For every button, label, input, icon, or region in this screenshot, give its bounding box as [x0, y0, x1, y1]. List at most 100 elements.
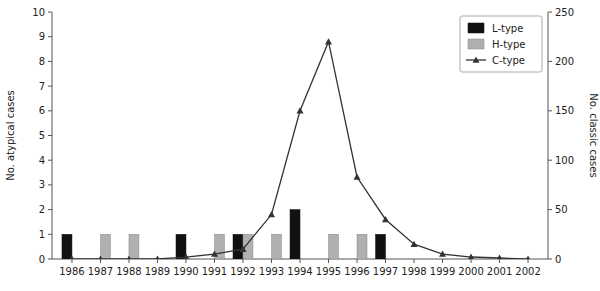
bar: [262, 259, 272, 260]
y-tick-label: 9: [39, 31, 45, 42]
y-tick: [48, 86, 52, 87]
y2-tick: [548, 160, 552, 161]
x-tick: [357, 259, 358, 263]
y-tick-label: 1: [39, 229, 45, 240]
x-tick: [214, 259, 215, 263]
legend-swatch: [468, 39, 484, 49]
bar: [414, 259, 424, 260]
marker: [182, 254, 189, 259]
x-tick: [385, 259, 386, 263]
y-tick: [48, 12, 52, 13]
y-tick-label: 3: [39, 179, 45, 190]
bar: [386, 259, 396, 260]
y2-tick-label: 200: [555, 56, 574, 67]
marker: [525, 256, 532, 260]
x-tick-label: 1988: [116, 266, 141, 277]
x-tick-label: 1999: [430, 266, 455, 277]
bar: [233, 234, 243, 259]
y-tick: [48, 209, 52, 210]
x-tick: [328, 259, 329, 263]
bar: [205, 259, 215, 260]
x-tick-label: 1995: [316, 266, 341, 277]
marker: [211, 251, 218, 257]
y-tick: [48, 36, 52, 37]
marker: [382, 216, 389, 222]
bar: [433, 259, 443, 260]
x-tick-label: 1998: [401, 266, 426, 277]
marker: [297, 107, 304, 113]
line: [72, 42, 528, 259]
y-tick-label: 2: [39, 204, 45, 215]
marker: [97, 256, 104, 260]
legend-label: C-type: [492, 55, 525, 66]
y2-tick: [548, 209, 552, 210]
bar: [300, 259, 310, 260]
marker: [496, 255, 503, 259]
x-tick: [499, 259, 500, 263]
y-tick: [48, 160, 52, 161]
x-tick-label: 1994: [287, 266, 312, 277]
y-tick: [48, 135, 52, 136]
x-tick-label: 1996: [344, 266, 369, 277]
y-tick: [48, 184, 52, 185]
bar: [129, 234, 139, 259]
y-axis-label: No. atypical cases: [5, 90, 16, 181]
y-tick-label: 6: [39, 105, 45, 116]
x-tick: [528, 259, 529, 263]
bar: [357, 234, 367, 259]
y2-tick-label: 100: [555, 155, 574, 166]
marker: [239, 246, 246, 252]
y-tick: [48, 259, 52, 260]
bar: [271, 234, 281, 259]
y-tick-label: 8: [39, 56, 45, 67]
marker: [468, 254, 475, 259]
marker: [325, 38, 332, 44]
y-tick-label: 7: [39, 81, 45, 92]
x-tick-label: 1993: [259, 266, 284, 277]
marker: [268, 211, 275, 217]
x-tick: [300, 259, 301, 263]
x-tick: [157, 259, 158, 263]
x-tick-label: 1991: [202, 266, 227, 277]
y2-tick: [548, 110, 552, 111]
marker: [154, 256, 161, 260]
x-tick-label: 2001: [487, 266, 512, 277]
legend: L-typeH-typeC-type: [460, 16, 542, 72]
y2-tick-label: 250: [555, 7, 574, 18]
legend-marker: [473, 57, 480, 63]
bar: [443, 259, 453, 260]
x-tick: [242, 259, 243, 263]
x-tick: [442, 259, 443, 263]
x-tick-label: 2000: [458, 266, 483, 277]
chart: 1 9 8 6 19871988 19891990 19911992 19931994 1995…: [0, 0, 600, 291]
marker: [411, 241, 418, 247]
y2-axis: [548, 12, 549, 259]
y-tick: [48, 61, 52, 62]
x-tick-label: 1987: [88, 266, 113, 277]
y2-tick: [548, 61, 552, 62]
bar: [404, 259, 414, 260]
y-tick-label: 10: [32, 7, 45, 18]
marker: [125, 256, 132, 260]
bar: [62, 234, 72, 259]
x-tick: [71, 259, 72, 263]
legend-label: L-type: [492, 23, 523, 34]
x-tick-label: 1992: [230, 266, 255, 277]
y2-tick: [548, 12, 552, 13]
y2-tick-label: 150: [555, 105, 574, 116]
x-tick-label: 1990: [173, 266, 198, 277]
marker: [354, 173, 361, 179]
y-tick: [48, 110, 52, 111]
y-tick-label: 0: [39, 254, 45, 265]
x-tick: [471, 259, 472, 263]
x-tick-label: 1997: [373, 266, 398, 277]
x-tick: [100, 259, 101, 263]
x-tick: [271, 259, 272, 263]
marker: [68, 256, 75, 260]
x-tick-label: 1989: [145, 266, 170, 277]
y2-tick: [548, 259, 552, 260]
bar: [290, 210, 300, 259]
y-tick-label: 4: [39, 155, 45, 166]
bar: [319, 259, 329, 260]
x-tick: [414, 259, 415, 263]
